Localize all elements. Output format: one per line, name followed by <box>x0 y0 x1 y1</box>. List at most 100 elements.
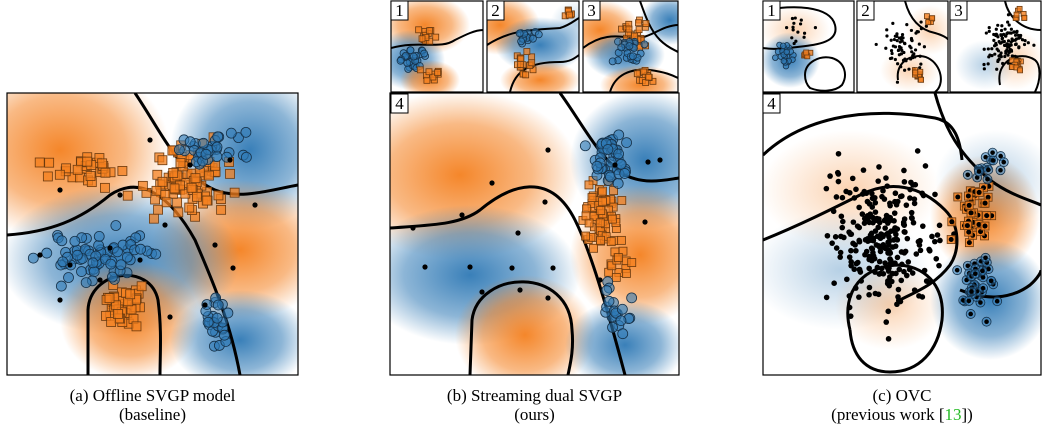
orange-square-marker <box>918 76 924 83</box>
inducing-point-marker <box>1000 34 1004 38</box>
inducing-point-marker <box>849 175 856 182</box>
orange-square-marker <box>617 196 627 205</box>
inducing-point-marker <box>913 48 918 52</box>
inducing-point-marker <box>859 211 866 217</box>
inducing-point-marker <box>1015 30 1019 35</box>
inducing-point-marker <box>893 34 897 38</box>
blue-circle-marker <box>240 151 252 163</box>
inducing-point-marker <box>881 196 888 202</box>
inducing-point-marker <box>858 278 864 284</box>
inducing-point-marker <box>802 35 806 39</box>
inducing-point-marker <box>901 216 908 222</box>
inducing-point-marker <box>976 169 982 174</box>
orange-square-marker <box>929 15 936 22</box>
inducing-point-marker <box>167 314 173 320</box>
citation-link[interactable]: 13 <box>944 405 962 424</box>
inducing-point-marker <box>986 62 990 66</box>
blue-circle-marker <box>212 131 224 143</box>
orange-square-marker <box>169 183 180 194</box>
panel-b-subplot-2-label: 2 <box>491 1 500 20</box>
inducing-point-marker <box>909 46 913 50</box>
inducing-point-marker <box>847 313 854 319</box>
panel-b-subplot-3-label: 3 <box>587 1 596 20</box>
inducing-point-marker <box>869 204 876 210</box>
orange-square-marker <box>126 304 137 315</box>
orange-square-marker <box>151 185 162 196</box>
inducing-point-marker <box>980 268 985 274</box>
orange-square-marker <box>190 173 201 184</box>
inducing-point-marker <box>1011 38 1015 43</box>
inducing-point-marker <box>550 265 556 271</box>
inducing-point-marker <box>542 199 548 205</box>
inducing-point-marker <box>1006 53 1010 57</box>
inducing-point-marker <box>846 254 853 260</box>
orange-square-marker <box>426 27 434 35</box>
inducing-point-marker <box>998 167 1003 173</box>
inducing-point-marker <box>901 228 908 235</box>
orange-square-marker <box>566 11 573 19</box>
caption-b: (b) Streaming dual SVGP (ours) <box>390 386 679 424</box>
inducing-point-marker <box>67 262 73 268</box>
inducing-point-marker <box>934 232 941 238</box>
inducing-point-marker <box>876 216 882 222</box>
panel-a-data-points <box>27 126 258 352</box>
inducing-point-marker <box>867 256 873 263</box>
caption-b-line1: (b) Streaming dual SVGP <box>446 386 623 405</box>
inducing-point-marker <box>202 302 208 308</box>
orange-square-marker <box>153 204 163 215</box>
orange-square-marker <box>596 206 606 215</box>
inducing-point-marker <box>883 319 890 325</box>
inducing-point-marker <box>969 289 974 294</box>
inducing-point-marker <box>838 213 845 220</box>
inducing-point-marker <box>1022 42 1027 47</box>
inducing-point-marker <box>853 247 859 254</box>
orange-square-marker <box>137 180 148 191</box>
inducing-point-marker <box>998 153 1003 159</box>
inducing-point-marker <box>884 265 891 271</box>
inducing-point-marker <box>1006 13 1011 17</box>
inducing-point-marker <box>1000 37 1004 41</box>
inducing-point-marker <box>982 47 986 51</box>
inducing-point-marker <box>893 57 897 62</box>
orange-square-marker <box>607 261 617 271</box>
inducing-point-marker <box>999 51 1003 55</box>
caption-a-line2: (baseline) <box>118 405 187 424</box>
inducing-point-marker <box>861 220 868 226</box>
panel-b-subplot-3: 3 <box>582 0 679 93</box>
orange-square-marker <box>168 167 179 178</box>
orange-square-marker <box>106 317 117 327</box>
inducing-point-marker <box>995 67 999 71</box>
inducing-point-marker <box>899 261 905 268</box>
blue-circle-marker <box>173 144 185 156</box>
inducing-point-marker <box>899 65 903 69</box>
inducing-point-marker <box>964 223 970 229</box>
panel-b-subplot-1: 1 <box>390 0 484 93</box>
caption-c-line2-after: ]) <box>961 405 973 424</box>
inducing-point-marker <box>509 265 515 271</box>
blue-circle-marker <box>198 137 209 149</box>
inducing-point-marker <box>869 195 876 202</box>
inducing-point-marker <box>517 287 523 293</box>
inducing-point-marker <box>882 260 888 266</box>
inducing-point-marker <box>929 233 935 240</box>
inducing-point-marker <box>489 180 495 186</box>
blue-circle-marker <box>772 54 779 61</box>
inducing-point-marker <box>856 224 863 231</box>
inducing-point-marker <box>874 42 878 47</box>
inducing-point-marker <box>895 32 899 36</box>
orange-square-marker <box>621 269 631 278</box>
inducing-point-marker <box>883 175 889 181</box>
blue-circle-marker <box>529 34 537 43</box>
inducing-point-marker <box>992 44 997 48</box>
panel-c-subplot-3-label: 3 <box>954 1 963 20</box>
orange-square-marker <box>72 164 83 175</box>
inducing-point-marker <box>902 50 906 55</box>
inducing-point-marker <box>856 294 862 300</box>
inducing-point-marker <box>791 28 795 32</box>
blue-circle-marker <box>110 220 122 231</box>
inducing-point-marker <box>861 188 868 195</box>
orange-square-marker <box>425 68 433 76</box>
inducing-point-marker <box>984 213 990 219</box>
inducing-point-marker <box>1006 49 1010 53</box>
inducing-point-marker <box>843 188 849 195</box>
